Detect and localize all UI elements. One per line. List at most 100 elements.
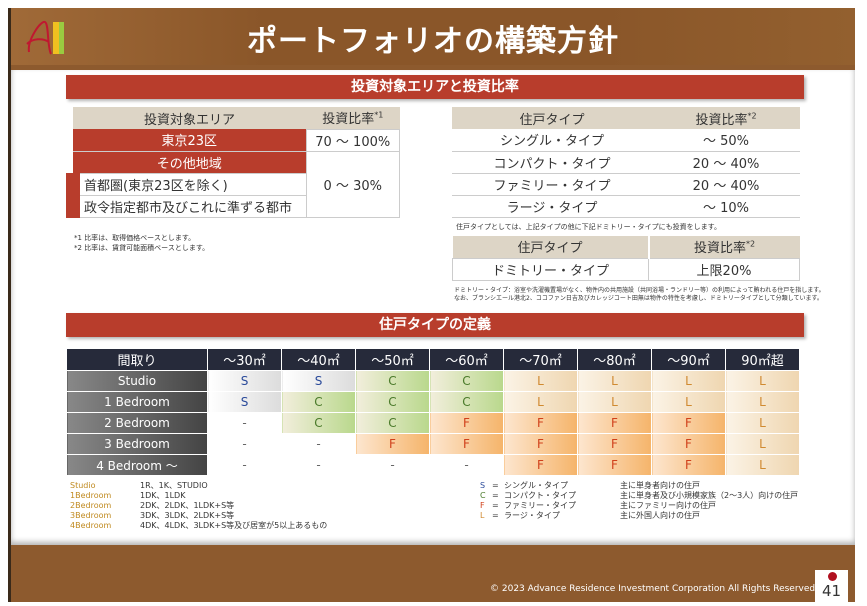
- type-ratio: ～ 50%: [652, 129, 800, 152]
- area-metro: 首都圏(東京23区を除く): [66, 173, 306, 196]
- grid-cell: -: [207, 433, 282, 455]
- col-area: 投資対象エリア: [143, 112, 235, 128]
- page-number-text: 41: [821, 582, 842, 600]
- section-title-area-ratio: 投資対象エリアと投資比率: [66, 75, 804, 99]
- col-type: 住戸タイプ: [452, 236, 650, 258]
- grid-cell: -: [355, 454, 430, 476]
- col-ratio: 投資比率*2: [693, 239, 756, 257]
- legend-layout-name: 2Bedroom: [70, 501, 112, 510]
- table-row: ラージ・タイプ～ 10%: [452, 195, 800, 218]
- grid-cell: C: [281, 412, 356, 434]
- table-row: 4 Bedroom ～ - - - - F F F L: [66, 454, 800, 476]
- col-type: 住戸タイプ: [519, 112, 585, 128]
- table-row: コンパクト・タイプ 20 ～ 40%: [452, 151, 800, 174]
- table-row: Studio S S C C L L L L: [66, 370, 800, 392]
- type-ratio: 20 ～ 40%: [652, 173, 800, 196]
- page-number: 41: [815, 570, 848, 602]
- layout-legend: Studio 1R、1K、STUDIO 1Bedroom 1DK、1LDK 2Bedro…: [70, 481, 327, 531]
- grid-cell: L: [725, 412, 800, 434]
- title-bar: ポートフォリオの構築方針: [11, 8, 855, 65]
- grid-cell: F: [429, 412, 504, 434]
- grid-cell: L: [651, 391, 726, 413]
- dorm-note-2: なお、ブランシエール港北2、ココファン日吉及びカレッジコート田無は物件の特性を考…: [454, 295, 823, 302]
- table-row: ファミリー・タイプ 20 ～ 40%: [452, 173, 800, 196]
- legend-eq: =: [492, 511, 499, 520]
- legend-layout-name: Studio: [70, 481, 96, 490]
- dorm-ratio: 上限20%: [648, 257, 800, 281]
- col-size: ～30㎡: [207, 348, 282, 371]
- type-legend: S = シングル・タイプ 主に単身者向けの住戸 C = コンパクト・タイプ 主に単身者及び小規…: [480, 481, 798, 521]
- col-size: ～40㎡: [281, 348, 356, 371]
- dorm-note: ドミトリー・タイプ：浴室や洗濯機置場がなく、物件内の共用施設（共同浴場・ランドリ…: [454, 287, 825, 303]
- col-size: ～70㎡: [503, 348, 578, 371]
- type-name: ファミリー・タイプ: [452, 173, 652, 196]
- section-title-unit-definition: 住戸タイプの定義: [66, 313, 804, 337]
- col-ratio: 投資比率*1: [322, 110, 384, 128]
- area-cities: 政令指定都市及びこれに準ずる都市: [66, 195, 306, 218]
- grid-cell: F: [503, 454, 578, 476]
- col-ratio: 投資比率*2: [695, 111, 757, 128]
- legend-eq: =: [492, 501, 499, 510]
- page-title: ポートフォリオの構築方針: [247, 24, 619, 59]
- grid-cell: L: [503, 391, 578, 413]
- grid-cell: -: [281, 454, 356, 476]
- legend-layout-name: 1Bedroom: [70, 491, 112, 500]
- legend-item: 2Bedroom 2DK、2LDK、1LDK+S等: [70, 501, 327, 511]
- legend-type-name: ラージ・タイプ: [504, 511, 560, 520]
- legend-layout-desc: 2DK、2LDK、1LDK+S等: [140, 501, 235, 510]
- col-size: ～50㎡: [355, 348, 430, 371]
- table-row: シングル・タイプ～ 50%: [452, 129, 800, 152]
- legend-layout-name: 4Bedroom: [70, 521, 112, 530]
- legend-item: 1Bedroom 1DK、1LDK: [70, 491, 327, 501]
- grid-cell: L: [651, 370, 726, 392]
- legend-type-desc: 主に単身者及び小規模家族（2～3人）向けの住戸: [620, 491, 799, 500]
- unit-type-table: 住戸タイプ 投資比率*2 シングル・タイプ～ 50% コンパクト・タイプ 20 ～…: [452, 107, 800, 218]
- grid-cell: L: [503, 370, 578, 392]
- dorm-note-1: ドミトリー・タイプ：浴室や洗濯機置場がなく、物件内の共用施設（共同浴場・ランドリ…: [454, 287, 825, 294]
- grid-cell: L: [577, 370, 652, 392]
- grid-cell: F: [577, 433, 652, 455]
- legend-item: C = コンパクト・タイプ 主に単身者及び小規模家族（2～3人）向けの住戸: [480, 491, 798, 501]
- type-name: ラージ・タイプ: [452, 195, 652, 218]
- legend-item: Studio 1R、1K、STUDIO: [70, 481, 327, 491]
- col-layout: 間取り: [66, 348, 208, 371]
- grid-cell: C: [429, 391, 504, 413]
- legend-layout-desc: 3DK、3LDK、2LDK+S等: [140, 511, 235, 520]
- legend-type-code: L: [480, 511, 485, 520]
- grid-cell: F: [651, 433, 726, 455]
- legend-layout-desc: 4DK、4LDK、3LDK+S等及び居室が5以上あるもの: [140, 521, 328, 530]
- grid-cell: L: [725, 391, 800, 413]
- copyright: © 2023 Advance Residence Investment Corp…: [490, 584, 816, 594]
- legend-item: L = ラージ・タイプ 主に外国人向けの住戸: [480, 511, 798, 521]
- type-ratio: ～ 10%: [652, 195, 800, 218]
- grid-cell: F: [577, 412, 652, 434]
- ratio-other: 0 ～ 30%: [305, 150, 400, 218]
- footnote-1: *1 比率は、取得価格ベースとします。: [74, 234, 196, 242]
- grid-cell: F: [503, 412, 578, 434]
- legend-type-desc: 主に外国人向けの住戸: [620, 511, 700, 520]
- legend-type-name: コンパクト・タイプ: [504, 491, 576, 500]
- grid-cell: C: [355, 412, 430, 434]
- grid-cell: L: [577, 391, 652, 413]
- legend-item: S = シングル・タイプ 主に単身者向けの住戸: [480, 481, 798, 491]
- grid-cell: C: [355, 370, 430, 392]
- unit-type-grid: 間取り ～30㎡ ～40㎡ ～50㎡ ～60㎡ ～70㎡ ～80㎡ ～90㎡ 90㎡超 Stud…: [66, 348, 800, 476]
- row-label: 2 Bedroom: [66, 412, 208, 434]
- area-tokyo: 東京23区: [73, 129, 306, 152]
- legend-item: 4Bedroom 4DK、4LDK、3LDK+S等及び居室が5以上あるもの: [70, 521, 327, 531]
- dormitory-table: 住戸タイプ 投資比率*2 ドミトリー・タイプ 上限20%: [452, 236, 800, 281]
- legend-type-code: F: [480, 501, 485, 510]
- grid-cell: -: [281, 433, 356, 455]
- grid-cell: L: [725, 370, 800, 392]
- grid-cell: L: [725, 454, 800, 476]
- type-name: シングル・タイプ: [452, 129, 652, 152]
- grid-cell: S: [281, 370, 356, 392]
- legend-eq: =: [492, 481, 499, 490]
- grid-cell: -: [207, 412, 282, 434]
- col-size: ～60㎡: [429, 348, 504, 371]
- company-logo: [26, 21, 64, 55]
- row-label: 3 Bedroom: [66, 433, 208, 455]
- grid-cell: -: [207, 454, 282, 476]
- table-row: 2 Bedroom - C C F F F F L: [66, 412, 800, 434]
- table-row: 3 Bedroom - - F F F F F L: [66, 433, 800, 455]
